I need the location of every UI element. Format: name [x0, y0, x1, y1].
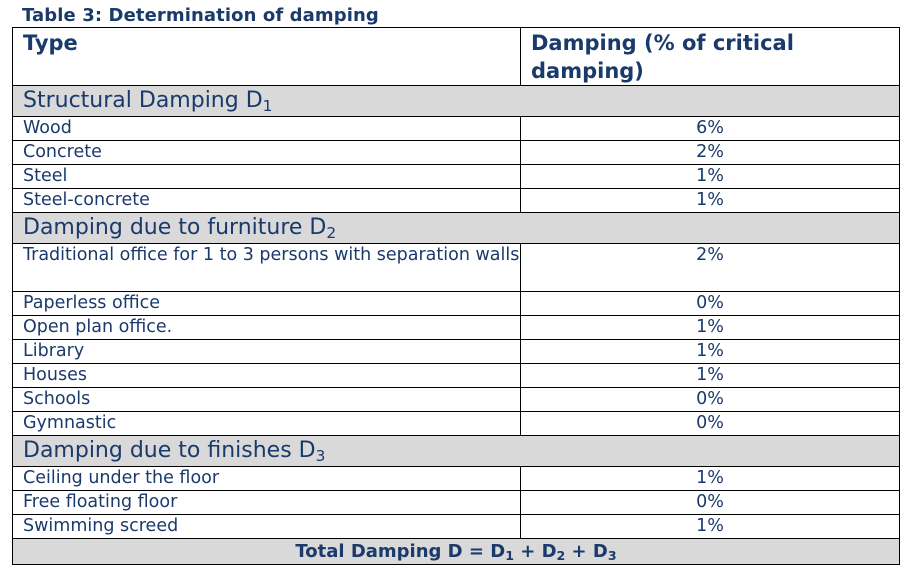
row-damping-value: 0%	[520, 387, 900, 412]
section-header-row: Structural Damping D1	[12, 85, 900, 117]
total-damping-formula: Total Damping D = D1 + D2 + D3	[12, 538, 900, 565]
row-type: Schools	[12, 387, 521, 412]
row-damping-value: 2%	[520, 140, 900, 165]
table-row: Gymnastic 0%	[12, 411, 900, 436]
row-type: Traditional office for 1 to 3 persons wi…	[12, 243, 521, 292]
section-title: Structural Damping D1	[12, 85, 900, 117]
table-row: Open plan office. 1%	[12, 315, 900, 340]
section-title-text: Damping due to finishes D	[23, 438, 316, 463]
table-caption: Table 3: Determination of damping	[22, 5, 379, 26]
row-type: Concrete	[12, 140, 521, 165]
row-damping-value: 0%	[520, 411, 900, 436]
table-row: Ceiling under the floor 1%	[12, 466, 900, 491]
damping-table: Type Damping (% of critical damping) Str…	[12, 27, 900, 565]
table-row: Swimming screed 1%	[12, 514, 900, 539]
section-title-subscript: 3	[315, 446, 326, 465]
section-header-row: Damping due to finishes D3	[12, 435, 900, 467]
row-damping-value: 1%	[520, 514, 900, 539]
table-row: Houses 1%	[12, 363, 900, 388]
formula-subscript: 2	[556, 548, 566, 564]
table-row: Free floating floor 0%	[12, 490, 900, 515]
formula-text: + D	[513, 541, 557, 562]
row-damping-value: 1%	[520, 466, 900, 491]
table-row: Paperless office 0%	[12, 291, 900, 316]
formula-subscript: 1	[505, 548, 514, 564]
table-row: Schools 0%	[12, 387, 900, 412]
table-row: Library 1%	[12, 339, 900, 364]
row-type: Steel	[12, 164, 521, 189]
row-damping-value: 1%	[520, 164, 900, 189]
section-header-row: Damping due to furniture D2	[12, 212, 900, 244]
row-damping-value: 6%	[520, 116, 900, 141]
table-header-row: Type Damping (% of critical damping)	[12, 27, 900, 86]
row-type: Paperless office	[12, 291, 521, 316]
table-row: Concrete 2%	[12, 140, 900, 165]
section-title-text: Structural Damping D	[23, 88, 263, 113]
table-row: Steel-concrete 1%	[12, 188, 900, 213]
row-type: Gymnastic	[12, 411, 521, 436]
row-damping-value: 1%	[520, 339, 900, 364]
section-title-subscript: 1	[262, 96, 273, 115]
table-row: Traditional office for 1 to 3 persons wi…	[12, 243, 900, 292]
row-damping-value: 1%	[520, 315, 900, 340]
section-title-text: Damping due to furniture D	[23, 215, 327, 240]
row-type: Ceiling under the floor	[12, 466, 521, 491]
total-row: Total Damping D = D1 + D2 + D3	[12, 538, 900, 565]
row-type: Free floating floor	[12, 490, 521, 515]
section-title-subscript: 2	[326, 223, 337, 242]
table-row: Steel 1%	[12, 164, 900, 189]
row-damping-value: 2%	[520, 243, 900, 292]
row-damping-value: 0%	[520, 291, 900, 316]
formula-text: + D	[565, 541, 608, 562]
header-type: Type	[12, 27, 521, 86]
header-damping: Damping (% of critical damping)	[520, 27, 900, 86]
section-title: Damping due to furniture D2	[12, 212, 900, 244]
row-type: Steel-concrete	[12, 188, 521, 213]
row-damping-value: 1%	[520, 363, 900, 388]
table-row: Wood 6%	[12, 116, 900, 141]
row-type: Swimming screed	[12, 514, 521, 539]
row-type: Wood	[12, 116, 521, 141]
row-damping-value: 1%	[520, 188, 900, 213]
row-damping-value: 0%	[520, 490, 900, 515]
formula-text: Total Damping D = D	[295, 541, 506, 562]
row-type: Library	[12, 339, 521, 364]
formula-subscript: 3	[607, 548, 617, 564]
section-title: Damping due to finishes D3	[12, 435, 900, 467]
row-type: Houses	[12, 363, 521, 388]
row-type: Open plan office.	[12, 315, 521, 340]
